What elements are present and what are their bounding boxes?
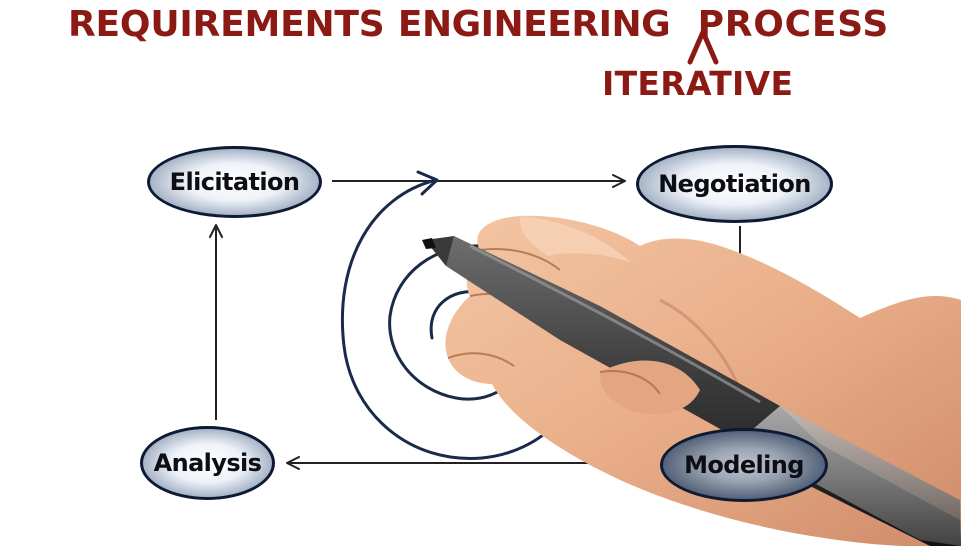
node-modeling-label: Modeling [684, 451, 804, 479]
inserted-word-iterative: ITERATIVE [602, 64, 794, 103]
title-word-engineering: ENGINEERING [397, 4, 671, 45]
node-negotiation: Negotiation [636, 145, 833, 223]
node-negotiation-label: Negotiation [658, 170, 811, 198]
node-modeling: Modeling [660, 428, 828, 502]
title-word-requirements: REQUIREMENTS [68, 4, 385, 45]
insertion-caret-icon [687, 29, 719, 65]
node-analysis: Analysis [140, 426, 275, 500]
hand-holding-pen-icon [422, 215, 961, 546]
node-analysis-label: Analysis [153, 449, 262, 477]
node-elicitation: Elicitation [147, 146, 322, 218]
diagram-title: REQUIREMENTS ENGINEERING PROCESS [68, 2, 889, 46]
title-word-process: PROCESS [697, 4, 890, 45]
spiral-arrowhead-icon [416, 170, 439, 196]
node-elicitation-label: Elicitation [169, 168, 300, 196]
